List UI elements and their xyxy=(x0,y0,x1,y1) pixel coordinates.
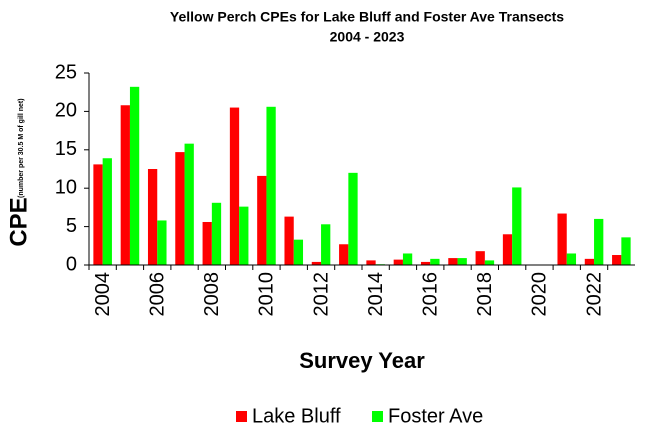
bar xyxy=(502,234,513,265)
y-axis-note: (number per 30.5 M of gill net) xyxy=(18,98,25,198)
bar xyxy=(621,237,631,265)
bar xyxy=(184,143,194,265)
bar xyxy=(93,164,103,265)
x-axis-title: Survey Year xyxy=(299,348,425,373)
bar xyxy=(457,258,467,265)
x-tick-label: 2016 xyxy=(420,272,442,317)
legend-label: Foster Ave xyxy=(388,405,483,427)
bar xyxy=(393,259,403,265)
bar xyxy=(102,158,112,265)
legend-label: Lake Bluff xyxy=(252,405,341,427)
bar xyxy=(366,260,376,265)
bar xyxy=(284,216,294,265)
bar xyxy=(229,107,240,265)
bar xyxy=(257,175,267,265)
bar xyxy=(321,224,331,265)
bar xyxy=(594,218,604,265)
bar xyxy=(202,221,212,265)
bar xyxy=(129,86,140,265)
x-tick-label: 2022 xyxy=(583,272,605,317)
bar xyxy=(566,253,577,265)
y-tick-label: 25 xyxy=(55,61,77,83)
x-tick-label: 2018 xyxy=(474,272,496,317)
x-tick-label: 2008 xyxy=(201,272,223,317)
bar xyxy=(120,105,130,265)
legend-swatch xyxy=(236,411,247,422)
y-tick-label: 10 xyxy=(55,176,77,198)
y-tick-label: 0 xyxy=(66,253,77,275)
bar xyxy=(475,251,485,265)
chart-title: Yellow Perch CPEs for Lake Bluff and Fos… xyxy=(170,9,564,25)
bar xyxy=(211,202,222,265)
bar xyxy=(348,172,358,265)
bar xyxy=(612,255,622,265)
x-tick-label: 2020 xyxy=(529,272,551,317)
x-tick-label: 2014 xyxy=(365,272,387,317)
chart-subtitle: 2004 - 2023 xyxy=(330,29,405,45)
bar xyxy=(584,258,595,265)
bar xyxy=(266,106,276,266)
y-tick-label: 15 xyxy=(55,138,77,160)
x-tick-label: 2006 xyxy=(147,272,169,317)
bar xyxy=(512,187,522,265)
bar xyxy=(448,258,458,265)
legend-swatch xyxy=(372,411,383,422)
x-tick-label: 2004 xyxy=(92,272,114,317)
y-axis-title: CPE xyxy=(5,197,32,246)
bar xyxy=(147,169,158,265)
bar xyxy=(311,261,322,265)
bar xyxy=(484,260,495,265)
bar xyxy=(239,206,249,265)
y-tick-label: 5 xyxy=(66,215,77,237)
bar xyxy=(557,213,567,265)
bar xyxy=(175,152,185,265)
bar xyxy=(339,244,349,265)
bar xyxy=(420,261,431,265)
x-tick-label: 2012 xyxy=(310,272,332,317)
bar xyxy=(293,239,304,265)
x-tick-label: 2010 xyxy=(256,272,278,317)
bar xyxy=(430,258,440,265)
bar xyxy=(157,220,167,265)
bar xyxy=(402,253,413,265)
y-tick-label: 20 xyxy=(55,100,77,122)
